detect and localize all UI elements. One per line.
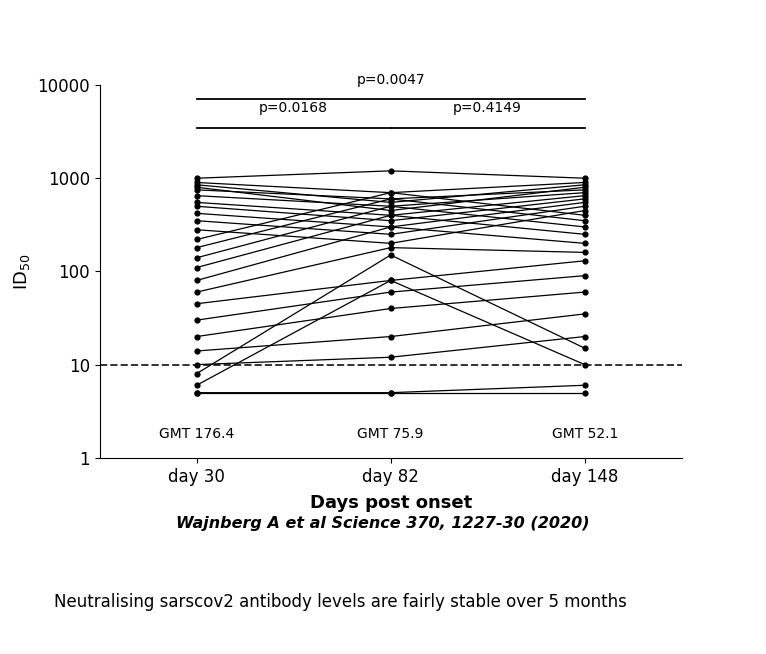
Text: GMT 52.1: GMT 52.1 (552, 428, 618, 441)
Text: p=0.0168: p=0.0168 (259, 101, 328, 115)
Text: Wajnberg A et al Science 370, 1227-30 (2020): Wajnberg A et al Science 370, 1227-30 (2… (176, 516, 590, 530)
Text: GMT 75.9: GMT 75.9 (358, 428, 424, 441)
X-axis label: Days post onset: Days post onset (309, 494, 472, 512)
Text: Neutralising sarscov2 antibody levels are fairly stable over 5 months: Neutralising sarscov2 antibody levels ar… (54, 593, 627, 611)
Y-axis label: ID$_{50}$: ID$_{50}$ (11, 253, 31, 290)
Text: p=0.4149: p=0.4149 (453, 101, 522, 115)
Text: p=0.0047: p=0.0047 (356, 73, 425, 88)
Text: GMT 176.4: GMT 176.4 (159, 428, 234, 441)
